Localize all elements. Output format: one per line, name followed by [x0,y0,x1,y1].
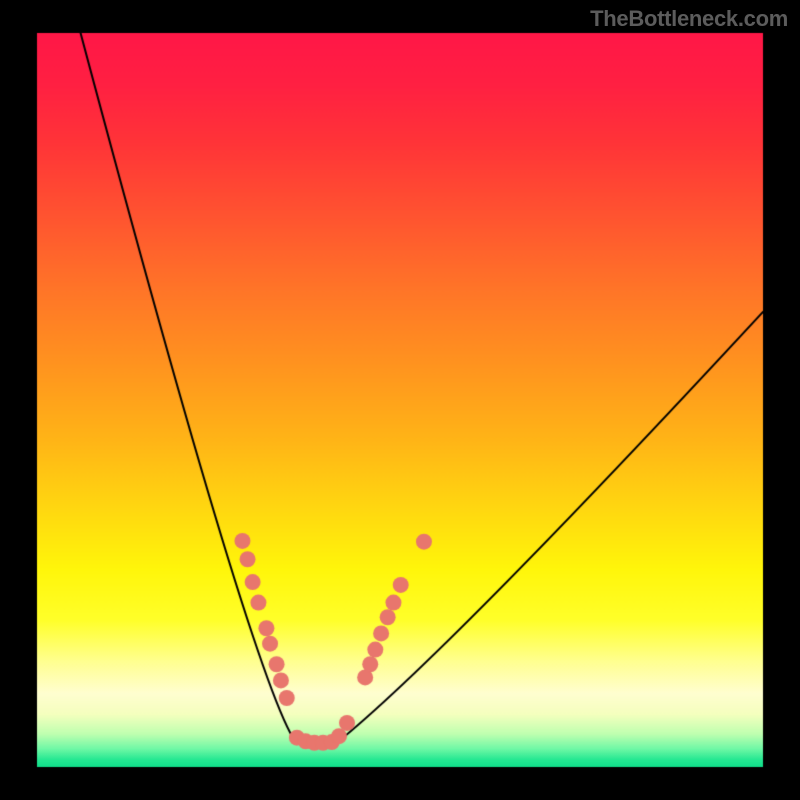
bottleneck-chart [0,0,800,800]
chart-container: TheBottleneck.com [0,0,800,800]
watermark-text: TheBottleneck.com [590,6,788,32]
